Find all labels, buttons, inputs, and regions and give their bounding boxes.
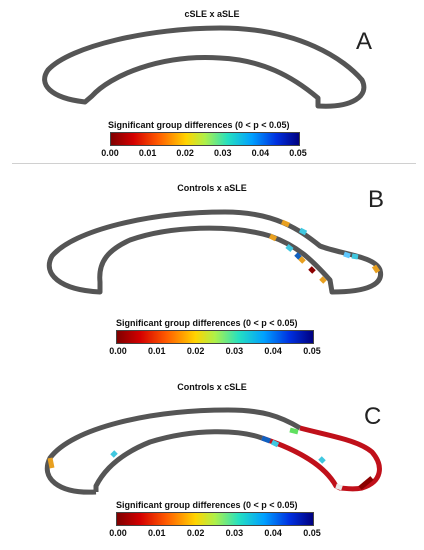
tick-label: 0.03 (225, 346, 244, 356)
tick-label: 0.00 (101, 148, 119, 158)
tick-label: 0.05 (303, 528, 321, 538)
divider (12, 163, 416, 164)
tick-label: 0.03 (214, 148, 232, 158)
tick-label: 0.03 (225, 528, 244, 538)
tick-label: 0.05 (289, 148, 307, 158)
panel-a-colorbar (110, 132, 300, 146)
tick-label: 0.05 (303, 346, 321, 356)
corpus-callosum-outline-b (46, 209, 384, 295)
tick-label: 0.04 (264, 346, 282, 356)
tick-label: 0.00 (109, 346, 127, 356)
panel-a-letter: A (356, 28, 373, 55)
panel-c-title: Controls x cSLE (177, 382, 247, 392)
panel-b: Controls x aSLE B Significant group diff… (0, 170, 424, 370)
panel-b-letter: B (368, 186, 385, 213)
tick-label: 0.04 (264, 528, 282, 538)
tick-label: 0.02 (186, 346, 205, 356)
tick-label: 0.02 (176, 148, 194, 158)
panel-c-colorbar (116, 512, 314, 526)
tick-label: 0.02 (186, 528, 205, 538)
tick-label: 0.04 (251, 148, 270, 158)
corpus-callosum-outline-a (42, 25, 367, 109)
corpus-callosum-outline-c (44, 407, 382, 495)
panel-b-legend-title: Significant group differences (0 < p < 0… (116, 318, 298, 328)
panel-a: cSLE x aSLE A Significant group differen… (0, 0, 424, 163)
panel-c-letter: C (364, 403, 382, 430)
panel-b-title: Controls x aSLE (177, 183, 247, 193)
tick-label: 0.01 (138, 148, 157, 158)
panel-a-legend-title: Significant group differences (0 < p < 0… (108, 120, 290, 130)
panel-c-legend-title: Significant group differences (0 < p < 0… (116, 500, 298, 510)
tick-label: 0.01 (148, 346, 166, 356)
tick-label: 0.01 (148, 528, 166, 538)
tick-label: 0.00 (109, 528, 127, 538)
panel-b-colorbar (116, 330, 314, 344)
panel-a-title: cSLE x aSLE (184, 9, 240, 19)
panel-c: Controls x cSLE C Significant group diff… (0, 370, 424, 550)
